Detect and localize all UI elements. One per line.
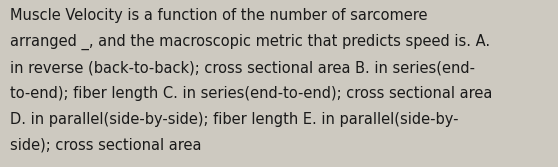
- Text: arranged _, and the macroscopic metric that predicts speed is. A.: arranged _, and the macroscopic metric t…: [10, 34, 490, 50]
- Text: side); cross sectional area: side); cross sectional area: [10, 138, 201, 153]
- Text: to-end); fiber length C. in series(end-to-end); cross sectional area: to-end); fiber length C. in series(end-t…: [10, 86, 492, 101]
- Text: Muscle Velocity is a function of the number of sarcomere: Muscle Velocity is a function of the num…: [10, 8, 427, 23]
- Text: in reverse (back-to-back); cross sectional area B. in series(end-: in reverse (back-to-back); cross section…: [10, 60, 475, 75]
- Text: D. in parallel(side-by-side); fiber length E. in parallel(side-by-: D. in parallel(side-by-side); fiber leng…: [10, 112, 459, 127]
